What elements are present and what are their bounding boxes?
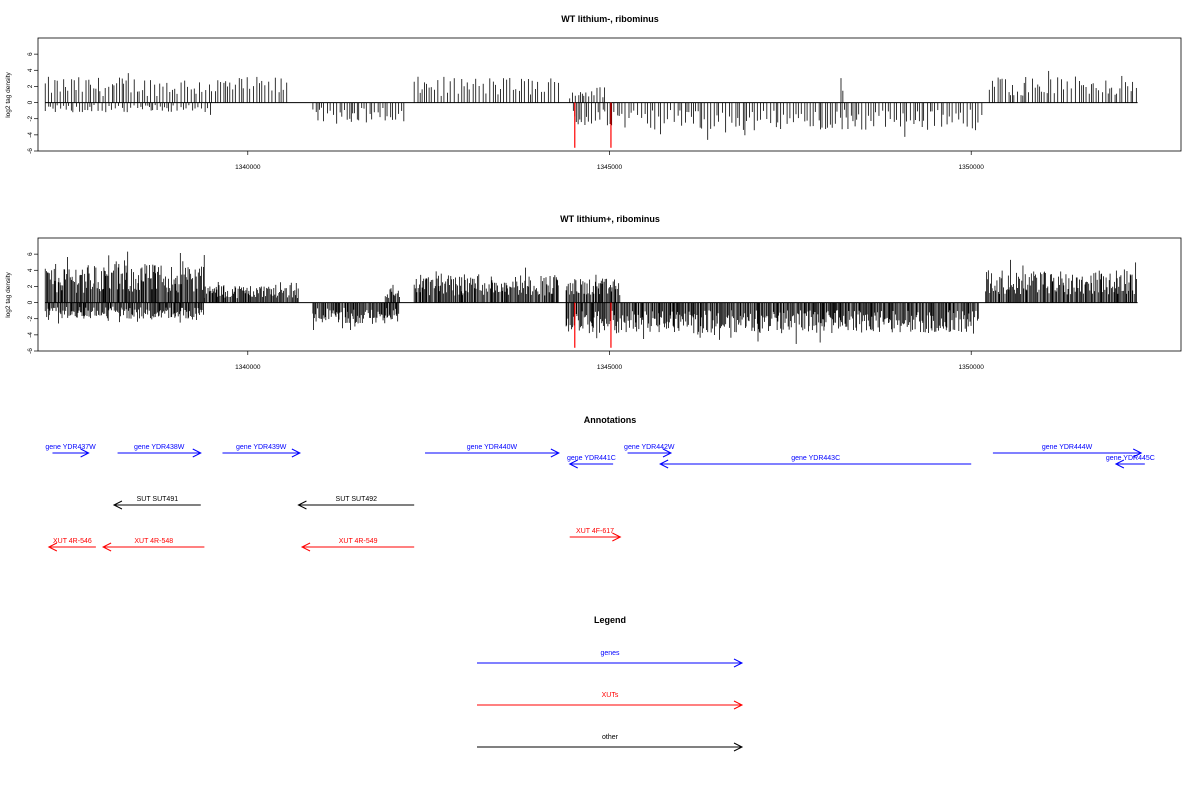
track-panel-lithium-minus: WT lithium-, ribominus log2 tag density …	[5, 14, 1182, 171]
y-tick-label: 2	[27, 84, 34, 88]
feature-label: gene YDR443C	[791, 455, 840, 462]
legend-arrowhead	[733, 742, 744, 752]
y-tick-label: 0	[27, 100, 34, 104]
feature-label: SUT SUT491	[137, 496, 179, 503]
feature-label: XUT 4F-617	[576, 528, 614, 535]
y-tick-label: -6	[27, 348, 34, 354]
chart-title: WT lithium+, ribominus	[560, 214, 660, 224]
feature-arrowhead	[1114, 459, 1125, 469]
y-tick-label: 0	[27, 300, 34, 304]
x-tick-label: 1340000	[235, 364, 261, 371]
legend-label: XUTs	[602, 692, 619, 699]
y-tick-label: 6	[27, 52, 34, 56]
signal-bars	[44, 70, 1138, 148]
y-tick-label: -4	[27, 132, 34, 138]
signal-bars	[44, 251, 1138, 348]
x-axis-ticks: 1340000 1345000 1350000	[235, 351, 984, 371]
feature-label: gene YDR444W	[1042, 444, 1093, 451]
feature-label: gene YDR442W	[624, 444, 675, 451]
x-tick-label: 1350000	[959, 364, 985, 371]
feature-label: gene YDR441C	[567, 455, 616, 462]
x-axis-ticks: 1340000 1345000 1350000	[235, 151, 984, 171]
y-tick-label: -2	[27, 115, 34, 121]
feature-arrowhead	[300, 542, 311, 552]
legend-arrowhead	[733, 700, 744, 710]
feature-label: XUT 4R-548	[134, 538, 173, 545]
feature-arrowhead	[291, 448, 301, 458]
track-panel-lithium-plus: WT lithium+, ribominus log2 tag density …	[5, 214, 1182, 371]
feature-label: gene YDR445C	[1106, 455, 1155, 462]
chart-title: WT lithium-, ribominus	[561, 14, 659, 24]
x-tick-label: 1340000	[235, 164, 261, 171]
legend-title: Legend	[594, 615, 626, 625]
y-tick-label: -4	[27, 332, 34, 338]
y-tick-label: 4	[27, 68, 34, 72]
legend-label: genes	[600, 650, 620, 657]
legend-items: genes XUTs other	[477, 650, 744, 752]
y-tick-label: -6	[27, 148, 34, 154]
feature-arrowhead	[659, 459, 669, 469]
feature-arrowhead	[80, 448, 90, 458]
y-axis-label: log2 tag density	[5, 271, 12, 317]
y-tick-label: 4	[27, 268, 34, 272]
legend: Legend genes XUTs other	[477, 615, 744, 752]
y-tick-label: -2	[27, 315, 34, 321]
feature-arrowhead	[1132, 448, 1143, 458]
y-tick-label: 2	[27, 284, 34, 288]
feature-label: XUT 4R-549	[339, 538, 378, 545]
feature-label: gene YDR440W	[467, 444, 518, 451]
annotations-title: Annotations	[584, 415, 637, 425]
y-axis-label: log2 tag density	[5, 71, 12, 117]
feature-arrowhead	[550, 448, 560, 458]
legend-arrowhead	[733, 658, 744, 668]
feature-arrowhead	[192, 448, 202, 458]
feature-label: XUT 4R-546	[53, 538, 92, 545]
x-tick-label: 1345000	[597, 164, 623, 171]
feature-label: gene YDR439W	[236, 444, 287, 451]
y-axis-ticks: -6 -4 -2 0 2 4 6	[27, 252, 38, 354]
legend-label: other	[602, 734, 619, 741]
feature-arrowhead	[612, 532, 622, 542]
x-tick-label: 1345000	[597, 364, 623, 371]
feature-arrowhead	[297, 500, 307, 510]
feature-arrowhead	[112, 500, 123, 510]
feature-arrowhead	[662, 448, 673, 458]
feature-arrowhead	[568, 459, 578, 469]
feature-label: SUT SUT492	[336, 496, 378, 503]
feature-arrowhead	[47, 542, 58, 552]
annotation-features: gene YDR437W gene YDR438W gene YDR439W gene…	[45, 444, 1155, 552]
feature-label: gene YDR438W	[134, 444, 185, 451]
feature-arrowhead	[101, 542, 112, 552]
feature-label: gene YDR437W	[45, 444, 96, 451]
y-tick-label: 6	[27, 252, 34, 256]
x-tick-label: 1350000	[959, 164, 985, 171]
annotations-panel: Annotations gene YDR437W gene YDR438W gene…	[45, 415, 1155, 552]
y-axis-ticks: -6 -4 -2 0 2 4 6	[27, 52, 38, 154]
